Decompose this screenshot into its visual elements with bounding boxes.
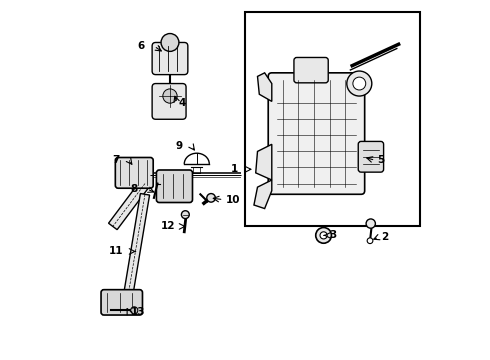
Circle shape [367,238,373,244]
Text: 13: 13 [131,307,145,317]
Polygon shape [109,180,149,230]
Circle shape [320,232,327,239]
FancyBboxPatch shape [358,141,384,172]
Circle shape [347,71,372,96]
Text: 2: 2 [381,232,388,242]
Polygon shape [256,144,272,180]
Circle shape [161,33,179,51]
FancyBboxPatch shape [101,290,143,315]
Circle shape [353,77,366,90]
FancyBboxPatch shape [115,157,153,188]
Circle shape [316,228,331,243]
Text: 8: 8 [130,184,138,194]
Polygon shape [124,194,149,292]
Bar [245,12,420,226]
Circle shape [163,89,177,103]
FancyBboxPatch shape [152,84,186,119]
Text: 10: 10 [225,195,240,204]
Polygon shape [254,180,272,208]
FancyBboxPatch shape [152,42,188,75]
FancyBboxPatch shape [268,73,365,194]
Text: 4: 4 [179,98,186,108]
Circle shape [131,307,138,314]
Circle shape [366,219,375,228]
Text: 7: 7 [113,156,120,165]
FancyBboxPatch shape [156,170,193,203]
Circle shape [181,211,189,219]
Polygon shape [258,73,272,102]
Text: 11: 11 [109,247,123,256]
Text: 3: 3 [329,230,336,240]
Text: 1: 1 [231,164,238,174]
Text: 12: 12 [161,221,175,231]
Circle shape [207,194,215,202]
Text: 5: 5 [377,156,385,165]
Text: 6: 6 [138,41,145,51]
FancyBboxPatch shape [294,58,328,83]
Text: 9: 9 [175,141,182,151]
